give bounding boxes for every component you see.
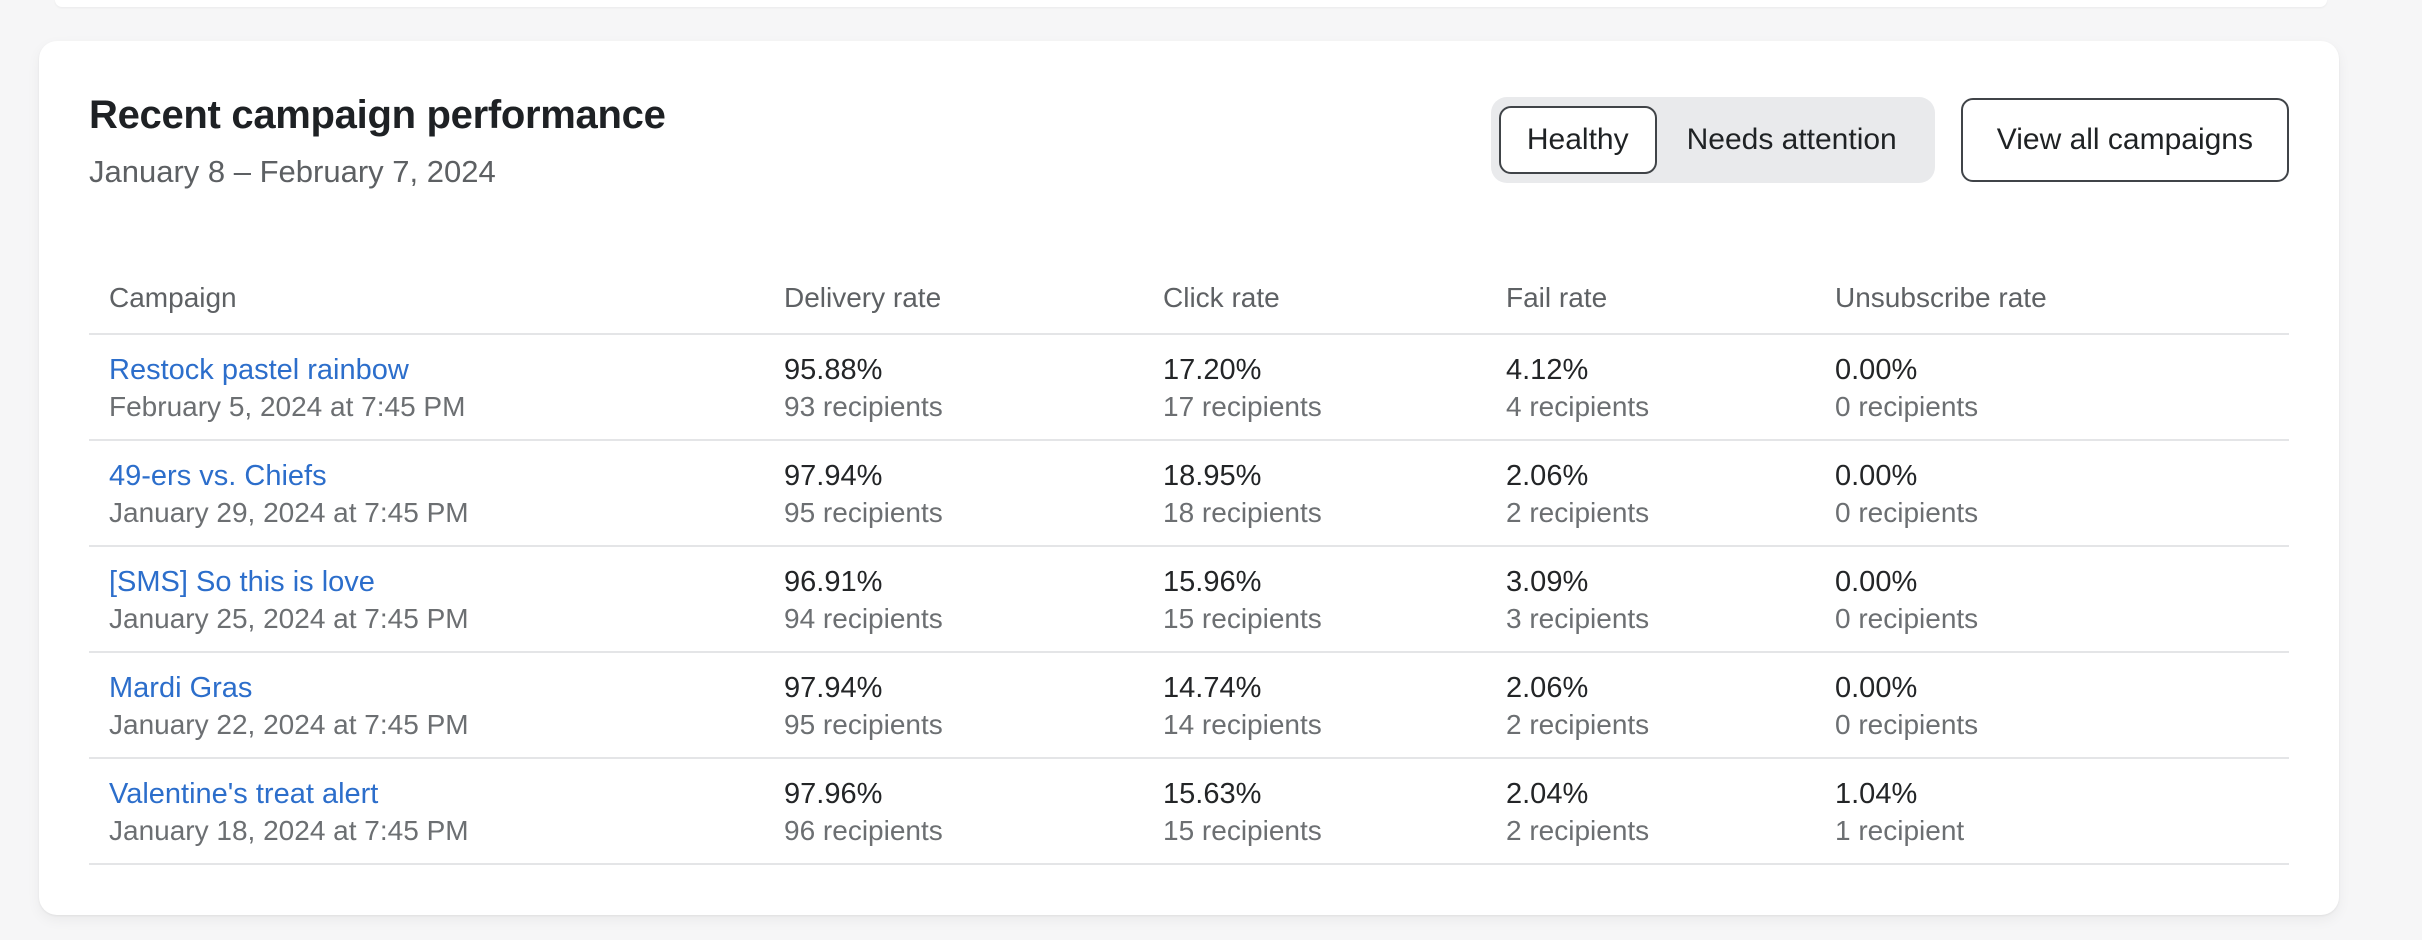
fail-rate-value: 2.04% — [1506, 778, 1589, 810]
campaign-cell: Mardi Gras January 22, 2024 at 7:45 PM — [89, 653, 764, 757]
campaign-sent-date: January 29, 2024 at 7:45 PM — [109, 497, 469, 528]
unsubscribe-rate-value: 1.04% — [1835, 778, 1918, 810]
unsubscribe-rate-cell: 0.00% 0 recipients — [1815, 547, 2289, 651]
unsubscribe-rate-cell: 0.00% 0 recipients — [1815, 441, 2289, 545]
delivery-rate-value: 97.94% — [784, 460, 883, 492]
click-rate-cell: 15.63% 15 recipients — [1143, 759, 1486, 863]
delivery-rate-cell: 97.94% 95 recipients — [764, 441, 1143, 545]
click-rate-recipients: 18 recipients — [1163, 497, 1322, 528]
table-row: Valentine's treat alert January 18, 2024… — [89, 759, 2289, 865]
click-rate-value: 15.63% — [1163, 778, 1262, 810]
view-all-campaigns-button[interactable]: View all campaigns — [1960, 98, 2289, 182]
card-header: Recent campaign performance January 8 – … — [89, 89, 2289, 191]
fail-rate-recipients: 2 recipients — [1506, 497, 1650, 528]
click-rate-recipients: 14 recipients — [1163, 709, 1322, 740]
table-header-row: Campaign Delivery rate Click rate Fail r… — [89, 251, 2289, 335]
click-rate-cell: 17.20% 17 recipients — [1143, 335, 1486, 439]
fail-rate-cell: 2.06% 2 recipients — [1486, 653, 1815, 757]
unsubscribe-rate-value: 0.00% — [1835, 460, 1918, 492]
fail-rate-cell: 3.09% 3 recipients — [1486, 547, 1815, 651]
unsubscribe-rate-cell: 0.00% 0 recipients — [1815, 653, 2289, 757]
table-row: Restock pastel rainbow February 5, 2024 … — [89, 335, 2289, 441]
delivery-rate-recipients: 93 recipients — [784, 391, 943, 422]
delivery-rate-value: 96.91% — [784, 566, 883, 598]
delivery-rate-value: 95.88% — [784, 354, 883, 386]
status-filter-segmented-control: Healthy Needs attention — [1490, 97, 1935, 183]
delivery-rate-cell: 97.96% 96 recipients — [764, 759, 1143, 863]
campaign-cell: Valentine's treat alert January 18, 2024… — [89, 759, 764, 863]
fail-rate-cell: 2.04% 2 recipients — [1486, 759, 1815, 863]
table-row: Mardi Gras January 22, 2024 at 7:45 PM 9… — [89, 653, 2289, 759]
fail-rate-value: 2.06% — [1506, 460, 1589, 492]
card-actions: Healthy Needs attention View all campaig… — [1490, 97, 2289, 183]
unsubscribe-rate-recipients: 0 recipients — [1835, 709, 1979, 740]
campaign-sent-date: February 5, 2024 at 7:45 PM — [109, 391, 466, 422]
fail-rate-recipients: 4 recipients — [1506, 391, 1650, 422]
fail-rate-value: 2.06% — [1506, 672, 1589, 704]
delivery-rate-cell: 95.88% 93 recipients — [764, 335, 1143, 439]
fail-rate-value: 3.09% — [1506, 566, 1589, 598]
campaign-performance-table: Campaign Delivery rate Click rate Fail r… — [89, 251, 2289, 865]
delivery-rate-recipients: 95 recipients — [784, 497, 943, 528]
fail-rate-value: 4.12% — [1506, 354, 1589, 386]
delivery-rate-value: 97.94% — [784, 672, 883, 704]
unsubscribe-rate-value: 0.00% — [1835, 672, 1918, 704]
column-header-delivery-rate: Delivery rate — [784, 282, 942, 313]
campaign-link[interactable]: Valentine's treat alert — [109, 778, 379, 810]
click-rate-value: 15.96% — [1163, 566, 1262, 598]
recent-campaign-performance-card: Recent campaign performance January 8 – … — [39, 41, 2339, 915]
campaign-cell: [SMS] So this is love January 25, 2024 a… — [89, 547, 764, 651]
unsubscribe-rate-recipients: 0 recipients — [1835, 497, 1979, 528]
delivery-rate-recipients: 94 recipients — [784, 603, 943, 634]
unsubscribe-rate-recipients: 0 recipients — [1835, 603, 1979, 634]
column-header-click-rate: Click rate — [1163, 282, 1280, 313]
click-rate-cell: 15.96% 15 recipients — [1143, 547, 1486, 651]
fail-rate-cell: 4.12% 4 recipients — [1486, 335, 1815, 439]
click-rate-cell: 14.74% 14 recipients — [1143, 653, 1486, 757]
fail-rate-recipients: 2 recipients — [1506, 709, 1650, 740]
previous-card-bottom-edge — [55, 0, 2327, 7]
campaign-sent-date: January 22, 2024 at 7:45 PM — [109, 709, 469, 740]
campaign-cell: Restock pastel rainbow February 5, 2024 … — [89, 335, 764, 439]
click-rate-recipients: 17 recipients — [1163, 391, 1322, 422]
unsubscribe-rate-recipients: 1 recipient — [1835, 815, 1965, 846]
unsubscribe-rate-cell: 1.04% 1 recipient — [1815, 759, 2289, 863]
delivery-rate-cell: 96.91% 94 recipients — [764, 547, 1143, 651]
unsubscribe-rate-value: 0.00% — [1835, 354, 1918, 386]
campaign-sent-date: January 25, 2024 at 7:45 PM — [109, 603, 469, 634]
table-row: 49-ers vs. Chiefs January 29, 2024 at 7:… — [89, 441, 2289, 547]
filter-healthy-button[interactable]: Healthy — [1498, 106, 1657, 174]
page-title: Recent campaign performance — [89, 93, 666, 137]
campaign-cell: 49-ers vs. Chiefs January 29, 2024 at 7:… — [89, 441, 764, 545]
fail-rate-recipients: 3 recipients — [1506, 603, 1650, 634]
column-header-unsubscribe-rate: Unsubscribe rate — [1835, 282, 2047, 313]
click-rate-value: 14.74% — [1163, 672, 1262, 704]
unsubscribe-rate-cell: 0.00% 0 recipients — [1815, 335, 2289, 439]
fail-rate-cell: 2.06% 2 recipients — [1486, 441, 1815, 545]
campaign-link[interactable]: [SMS] So this is love — [109, 566, 375, 598]
click-rate-recipients: 15 recipients — [1163, 815, 1322, 846]
click-rate-recipients: 15 recipients — [1163, 603, 1322, 634]
campaign-link[interactable]: Mardi Gras — [109, 672, 253, 704]
fail-rate-recipients: 2 recipients — [1506, 815, 1650, 846]
campaign-link[interactable]: Restock pastel rainbow — [109, 354, 409, 386]
click-rate-cell: 18.95% 18 recipients — [1143, 441, 1486, 545]
card-heading: Recent campaign performance January 8 – … — [89, 89, 666, 191]
unsubscribe-rate-recipients: 0 recipients — [1835, 391, 1979, 422]
delivery-rate-cell: 97.94% 95 recipients — [764, 653, 1143, 757]
unsubscribe-rate-value: 0.00% — [1835, 566, 1918, 598]
delivery-rate-recipients: 96 recipients — [784, 815, 943, 846]
table-row: [SMS] So this is love January 25, 2024 a… — [89, 547, 2289, 653]
click-rate-value: 18.95% — [1163, 460, 1262, 492]
campaign-link[interactable]: 49-ers vs. Chiefs — [109, 460, 327, 492]
delivery-rate-value: 97.96% — [784, 778, 883, 810]
filter-needs-attention-button[interactable]: Needs attention — [1657, 106, 1927, 174]
column-header-campaign: Campaign — [109, 282, 237, 313]
delivery-rate-recipients: 95 recipients — [784, 709, 943, 740]
column-header-fail-rate: Fail rate — [1506, 282, 1608, 313]
click-rate-value: 17.20% — [1163, 354, 1262, 386]
campaign-sent-date: January 18, 2024 at 7:45 PM — [109, 815, 469, 846]
date-range: January 8 – February 7, 2024 — [89, 154, 496, 189]
